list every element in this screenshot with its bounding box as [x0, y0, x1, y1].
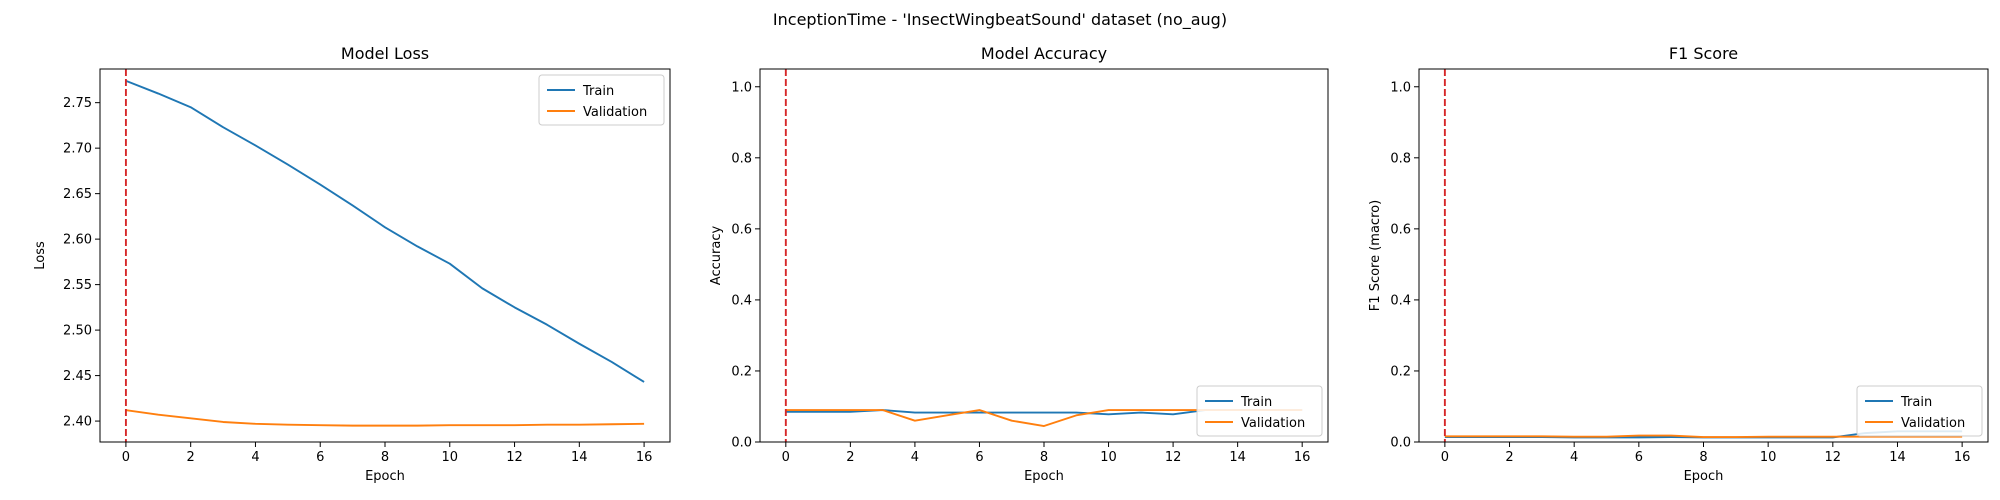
series-line-train — [125, 79, 645, 383]
legend-box — [538, 74, 665, 126]
x-tick-label: 8 — [1699, 450, 1707, 465]
axes-frame — [759, 68, 1329, 443]
x-tick-label: 0 — [122, 450, 130, 465]
y-tick-label: 2.60 — [63, 233, 92, 248]
y-tick-label: 0.6 — [731, 222, 752, 237]
x-tick-label: 14 — [1229, 450, 1246, 465]
legend-label: Validation — [583, 105, 647, 120]
legend-label: Validation — [1241, 416, 1305, 431]
y-tick-label: 0.6 — [1390, 222, 1411, 237]
x-tick-label: 10 — [1100, 450, 1117, 465]
x-tick-label: 4 — [251, 450, 259, 465]
figure-suptitle: InceptionTime - 'InsectWingbeatSound' da… — [773, 10, 1227, 30]
x-tick-label: 8 — [1040, 450, 1048, 465]
x-tick-label: 2 — [1505, 450, 1513, 465]
x-axis-label: Epoch — [365, 469, 405, 484]
subplot-title: Model Loss — [341, 44, 429, 63]
x-tick-label: 6 — [316, 450, 324, 465]
subplot-title: F1 Score — [1669, 44, 1738, 63]
x-tick-label: 16 — [636, 450, 653, 465]
legend: Train Validation — [1196, 385, 1323, 437]
legend-box — [1196, 385, 1323, 437]
axes-frame — [1418, 68, 1989, 443]
x-tick-label: 0 — [1441, 450, 1449, 465]
x-tick-label: 10 — [441, 450, 458, 465]
y-tick-label: 0.0 — [731, 436, 752, 451]
x-tick-label: 2 — [846, 450, 854, 465]
y-axis-label: F1 Score (macro) — [1368, 200, 1383, 311]
x-tick-label: 8 — [381, 450, 389, 465]
x-tick-label: 12 — [506, 450, 523, 465]
subplots: Model Loss 0 2 4 6 8 10 12 14 16 2.40 2.45 2.50 2.55 2… — [33, 44, 1989, 484]
x-tick-label: 12 — [1165, 450, 1182, 465]
y-tick-label: 2.75 — [63, 96, 92, 111]
y-axis-label: Loss — [33, 241, 48, 270]
y-tick-label: 2.70 — [63, 142, 92, 157]
y-tick-label: 1.0 — [1390, 80, 1411, 95]
x-tick-label: 16 — [1294, 450, 1311, 465]
legend-label: Validation — [1901, 416, 1965, 431]
legend-label: Train — [582, 84, 614, 99]
x-tick-label: 14 — [1889, 450, 1906, 465]
x-tick-label: 10 — [1760, 450, 1777, 465]
x-tick-label: 14 — [571, 450, 588, 465]
subplot-1: Model Loss 0 2 4 6 8 10 12 14 16 2.40 2.45 2.50 2.55 2… — [33, 44, 671, 484]
y-tick-label: 2.40 — [63, 415, 92, 430]
y-tick-label: 0.0 — [1390, 436, 1411, 451]
y-tick-label: 1.0 — [731, 80, 752, 95]
x-tick-label: 6 — [1635, 450, 1643, 465]
legend: Train Validation — [538, 74, 665, 126]
subplot-2: Model Accuracy 0 2 4 6 8 10 12 14 16 0.0 0.2 0.4 0.6 0… — [709, 44, 1329, 484]
x-tick-label: 4 — [911, 450, 919, 465]
x-tick-label: 16 — [1954, 450, 1971, 465]
y-tick-label: 0.2 — [1390, 364, 1411, 379]
y-tick-label: 0.2 — [731, 364, 752, 379]
legend: Train Validation — [1856, 385, 1983, 437]
subplot-3: F1 Score 0 2 4 6 8 10 12 14 16 0.0 0.2 0.4 0.6 0.8 1.0 E… — [1368, 44, 1989, 484]
legend-label: Train — [1240, 395, 1272, 410]
y-tick-label: 2.65 — [63, 187, 92, 202]
x-tick-label: 2 — [187, 450, 195, 465]
x-axis-label: Epoch — [1684, 469, 1724, 484]
y-tick-label: 2.45 — [63, 369, 92, 384]
x-axis-label: Epoch — [1024, 469, 1064, 484]
y-tick-label: 0.8 — [731, 151, 752, 166]
plot-area — [124, 69, 645, 442]
legend-label: Train — [1900, 395, 1932, 410]
y-tick-label: 2.50 — [63, 324, 92, 339]
axes-frame — [99, 68, 671, 443]
series-line-validation — [125, 409, 645, 427]
x-tick-label: 6 — [975, 450, 983, 465]
y-tick-label: 0.4 — [1390, 293, 1411, 308]
x-tick-label: 0 — [782, 450, 790, 465]
y-tick-label: 0.4 — [731, 293, 752, 308]
legend-box — [1856, 385, 1983, 437]
y-tick-label: 2.55 — [63, 278, 92, 293]
series-line-validation — [1444, 434, 1963, 438]
x-tick-label: 12 — [1825, 450, 1842, 465]
y-tick-label: 0.8 — [1390, 151, 1411, 166]
x-tick-label: 4 — [1570, 450, 1578, 465]
subplot-title: Model Accuracy — [981, 44, 1107, 63]
y-axis-label: Accuracy — [709, 226, 724, 286]
